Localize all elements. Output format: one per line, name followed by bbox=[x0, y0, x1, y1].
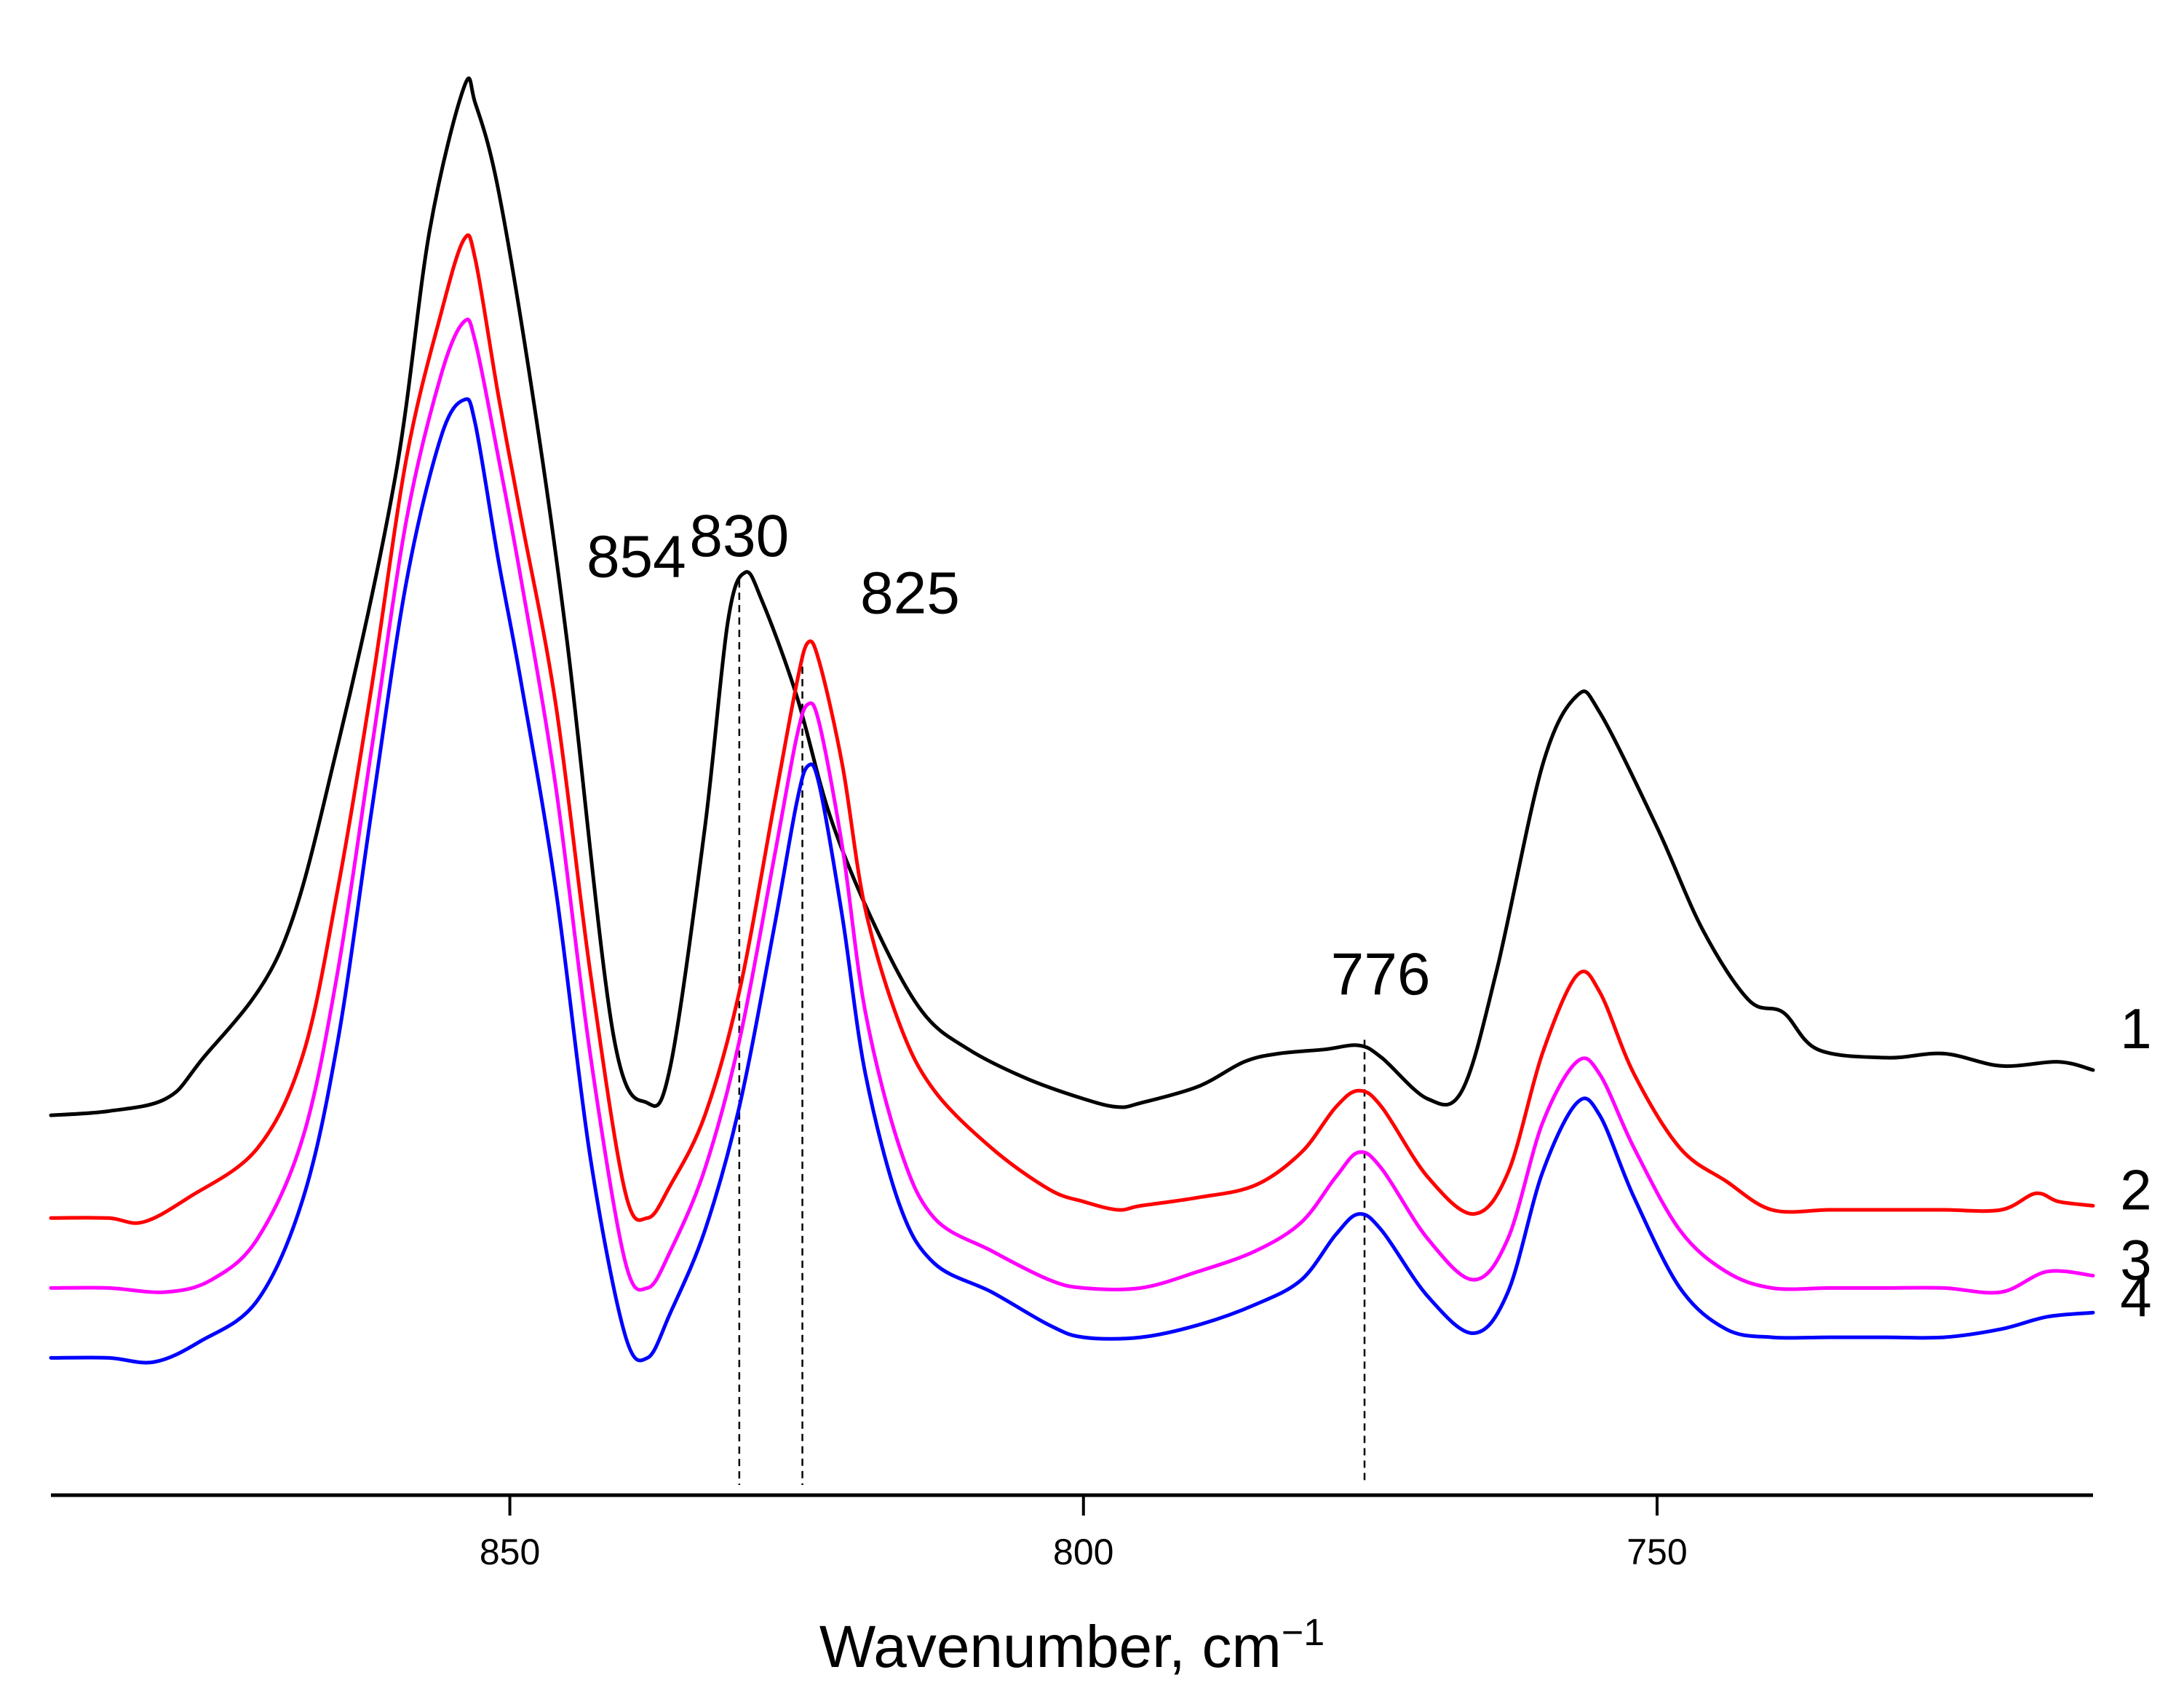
peak-label-776: 776 bbox=[1331, 941, 1431, 1007]
x-ticks: 850 800 750 bbox=[480, 1495, 1688, 1572]
x-axis-title: Wavenumber, cm−1 bbox=[819, 1612, 1325, 1680]
x-axis-title-superscript: −1 bbox=[1282, 1612, 1325, 1654]
x-tick-label-800: 800 bbox=[1053, 1532, 1113, 1572]
series-2-line bbox=[49, 233, 2095, 1225]
curve-label-1: 1 bbox=[2120, 997, 2151, 1061]
curve-label-3: 3 bbox=[2120, 1227, 2151, 1291]
series-3-line bbox=[49, 317, 2095, 1295]
peak-label-854: 854 bbox=[587, 524, 686, 590]
curve-label-4: 4 bbox=[2120, 1264, 2151, 1328]
peak-label-825: 825 bbox=[860, 561, 960, 627]
x-axis-title-text: Wavenumber, cm bbox=[819, 1614, 1282, 1680]
curve-label-2: 2 bbox=[2120, 1157, 2151, 1221]
x-tick-label-750: 750 bbox=[1627, 1532, 1687, 1572]
series-layer bbox=[49, 76, 2095, 1365]
series-1-line bbox=[49, 76, 2095, 1117]
peak-labels: 854 830 825 776 bbox=[587, 503, 1431, 1007]
peak-label-830: 830 bbox=[689, 503, 789, 569]
series-4-line bbox=[49, 397, 2095, 1365]
curve-labels: 1 234 bbox=[2120, 997, 2151, 1328]
x-tick-label-850: 850 bbox=[480, 1532, 540, 1572]
